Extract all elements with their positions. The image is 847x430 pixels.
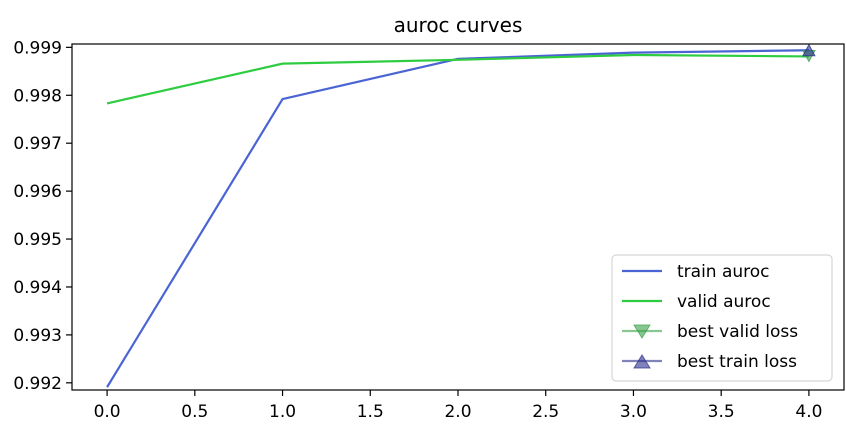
y-tick-label: 0.993 xyxy=(13,326,62,346)
legend-label-train-auroc: train auroc xyxy=(677,262,770,282)
y-tick-label: 0.999 xyxy=(13,38,62,58)
x-tick-label: 1.0 xyxy=(269,402,296,422)
x-tick-label: 2.0 xyxy=(444,402,471,422)
legend-label-valid-auroc: valid auroc xyxy=(677,292,771,312)
legend: train auroc valid auroc best valid loss … xyxy=(611,254,833,382)
x-tick-label: 3.5 xyxy=(708,402,735,422)
legend-swatch-best-train-loss-marker xyxy=(633,354,651,369)
y-tick-label: 0.992 xyxy=(13,374,62,394)
x-axis: 0.0 0.5 1.0 1.5 2.0 2.5 3.0 3.5 4.0 xyxy=(94,390,822,422)
y-tick-label: 0.995 xyxy=(13,230,62,250)
x-tick-label: 0.5 xyxy=(181,402,208,422)
x-tick-label: 2.5 xyxy=(532,402,559,422)
y-tick-label: 0.998 xyxy=(13,86,62,106)
x-tick-label: 3.0 xyxy=(620,402,647,422)
series-line-valid-auroc xyxy=(106,53,809,105)
marker-best-train-loss xyxy=(802,43,816,57)
y-tick-label: 0.997 xyxy=(13,134,62,154)
legend-swatch-best-valid-loss-marker xyxy=(633,324,651,339)
chart-title: auroc curves xyxy=(394,13,523,37)
x-tick-label: 1.5 xyxy=(357,402,384,422)
legend-label-best-train-loss: best train loss xyxy=(677,352,797,372)
x-tick-label: 0.0 xyxy=(94,402,121,422)
legend-label-best-valid-loss: best valid loss xyxy=(677,322,798,342)
x-tick-label: 4.0 xyxy=(795,402,822,422)
plot-area xyxy=(106,43,816,388)
legend-box xyxy=(611,254,833,382)
y-axis: 0.992 0.993 0.994 0.995 0.996 0.997 0.998 0.999 xyxy=(13,38,72,394)
y-tick-label: 0.994 xyxy=(13,278,62,298)
y-tick-label: 0.996 xyxy=(13,182,62,202)
